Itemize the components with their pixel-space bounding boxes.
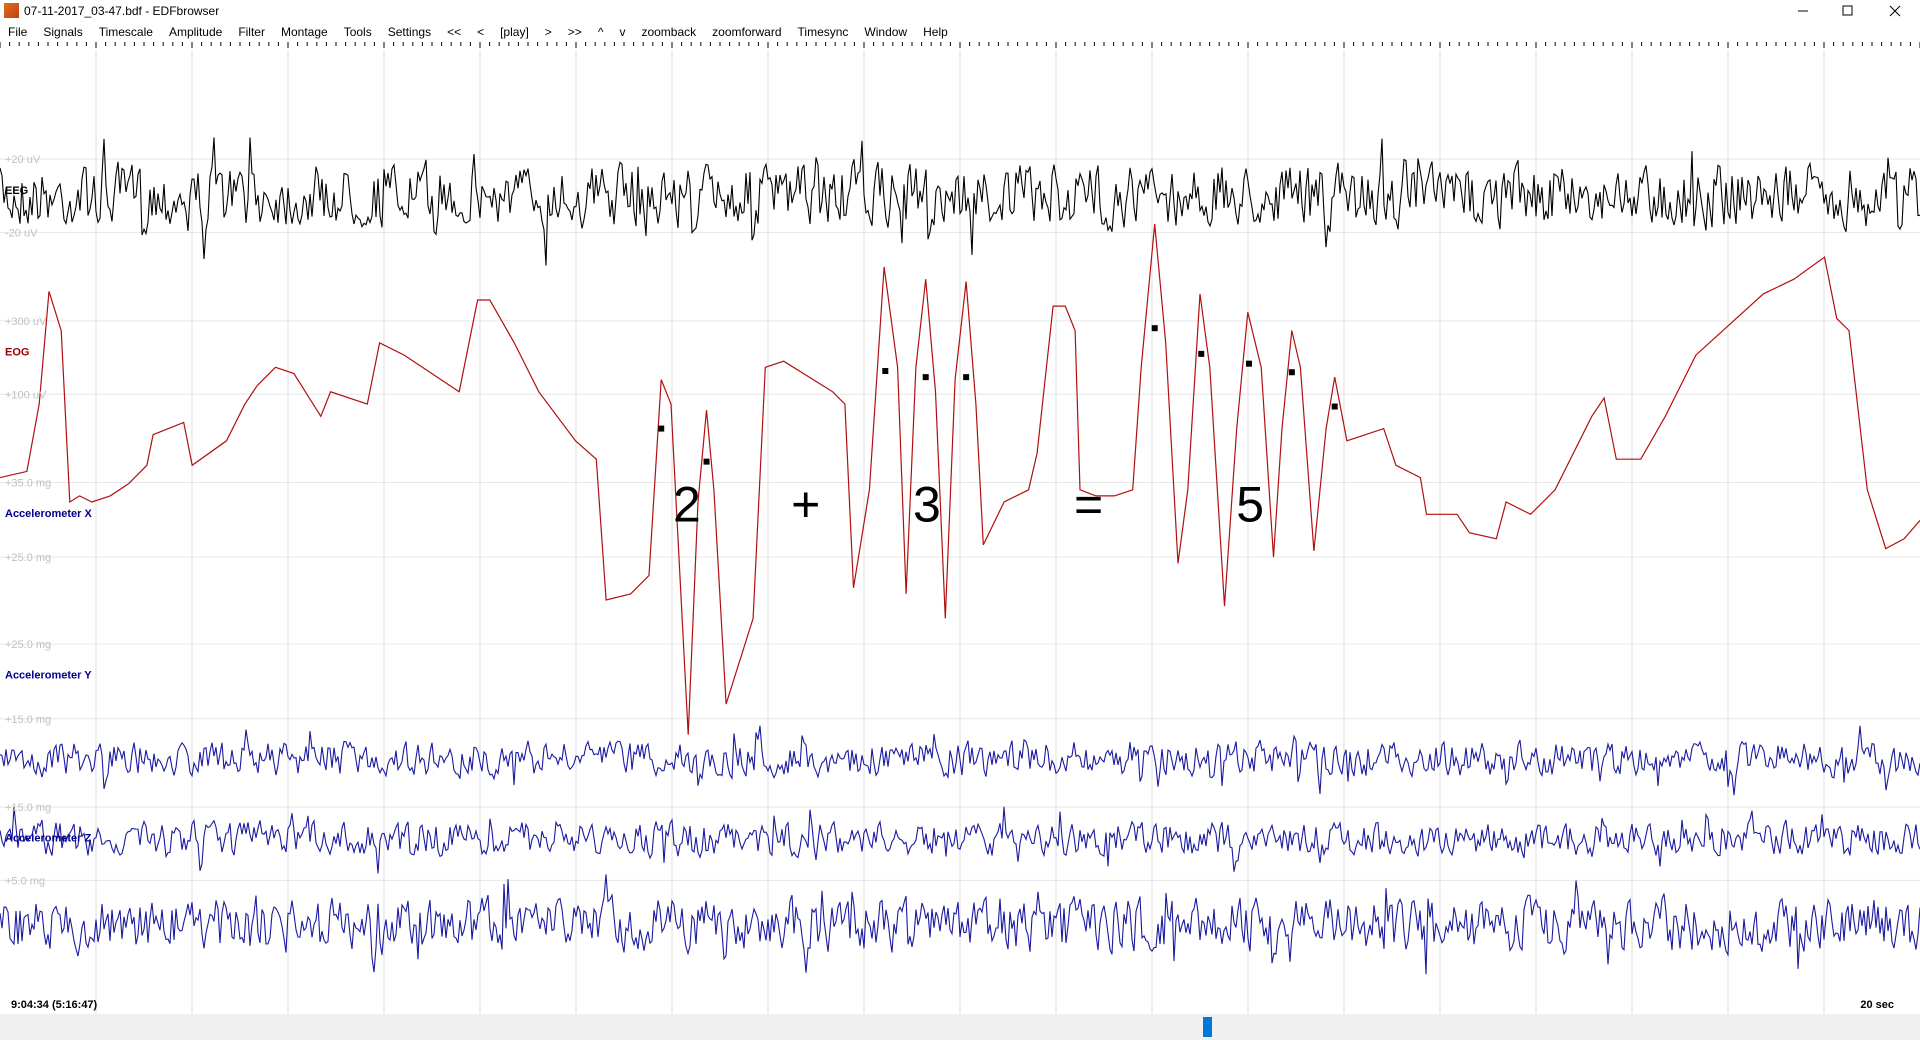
menu-item[interactable]: Settings	[387, 25, 432, 39]
amplitude-label: +25.0 mg	[5, 639, 51, 651]
marker-dot	[703, 458, 710, 465]
amplitude-label: +100 uV	[5, 389, 47, 401]
title-bar: 07-11-2017_03-47.bdf - EDFbrowser	[0, 0, 1920, 22]
app-icon	[4, 3, 19, 18]
amplitude-label: +35.0 mg	[5, 477, 51, 489]
marker-dot	[1288, 369, 1295, 376]
menu-item[interactable]: >	[544, 25, 552, 39]
menu-item[interactable]: Timescale	[98, 25, 153, 39]
signal-trace	[0, 224, 1920, 735]
amplitude-label: -20 uV	[5, 228, 38, 240]
menu-item[interactable]: zoomback	[641, 25, 697, 39]
scroll-thumb[interactable]	[1203, 1017, 1212, 1037]
menu-item[interactable]: zoomforward	[712, 25, 782, 39]
marker-dot	[1331, 403, 1338, 410]
menu-bar: File Signals Timescale Amplitude Filter Monta…	[0, 22, 1920, 42]
menu-item[interactable]: Help	[923, 25, 948, 39]
amplitude-label: +5.0 mg	[5, 875, 45, 887]
marker-dot	[1198, 350, 1205, 357]
menu-item[interactable]: ^	[597, 25, 604, 39]
marker-dot	[882, 368, 889, 375]
menu-item[interactable]: <	[477, 25, 485, 39]
channel-label: EOG	[5, 346, 29, 358]
annotation: 2	[673, 476, 701, 532]
signal-trace	[0, 725, 1920, 796]
amplitude-label: +15.0 mg	[5, 714, 51, 726]
menu-item[interactable]: >>	[567, 25, 582, 39]
menu-item[interactable]: Filter	[238, 25, 265, 39]
restore[interactable]	[1842, 5, 1853, 16]
menu-item[interactable]: v	[619, 25, 626, 39]
annotation: 5	[1236, 476, 1264, 532]
amplitude-label: +20 uV	[5, 154, 41, 166]
close[interactable]	[1889, 5, 1901, 17]
window-title: 07-11-2017_03-47.bdf - EDFbrowser	[24, 4, 220, 18]
marker-dot	[963, 374, 970, 381]
menu-item[interactable]: Signals	[43, 25, 83, 39]
scrollbar[interactable]	[0, 1014, 1920, 1040]
channel-label: Accelerometer Z	[5, 833, 91, 845]
window-controls[interactable]	[1780, 0, 1920, 22]
signal-trace	[0, 806, 1920, 874]
menu-item[interactable]: [play]	[500, 25, 529, 39]
marker-dot	[658, 425, 665, 432]
annotation: +	[791, 476, 820, 532]
amplitude-label: +25.0 mg	[5, 552, 51, 564]
signal-trace	[0, 137, 1920, 266]
menu-item[interactable]: Tools	[343, 25, 372, 39]
annotation: =	[1074, 476, 1103, 532]
annotation: 3	[913, 476, 941, 532]
marker-dot	[1245, 360, 1252, 367]
time-label: 9:04:34 (5:16:47)	[11, 999, 98, 1011]
menu-item[interactable]: <<	[447, 25, 462, 39]
amplitude-label: +15.0 mg	[5, 802, 51, 814]
channel-label: Accelerometer X	[5, 508, 92, 520]
channel-label: Accelerometer Y	[5, 670, 92, 682]
amplitude-label: +300 uV	[5, 316, 47, 328]
signal-view: +20 uV -20 uV +300 uV +100 uV +35.0 mg +25.0 …	[0, 42, 1920, 1014]
timescale-label: 20 sec	[1860, 999, 1894, 1011]
marker-dot	[922, 374, 929, 381]
signal-trace	[0, 874, 1920, 975]
menu-item[interactable]: File	[8, 25, 28, 39]
menu-item[interactable]: Montage	[280, 25, 328, 39]
channel-label: EEG	[5, 185, 28, 197]
marker-dot	[1151, 325, 1158, 332]
menu-item[interactable]: Window	[864, 25, 908, 39]
menu-item[interactable]: Timesync	[797, 25, 849, 39]
menu-item[interactable]: Amplitude	[168, 25, 223, 39]
